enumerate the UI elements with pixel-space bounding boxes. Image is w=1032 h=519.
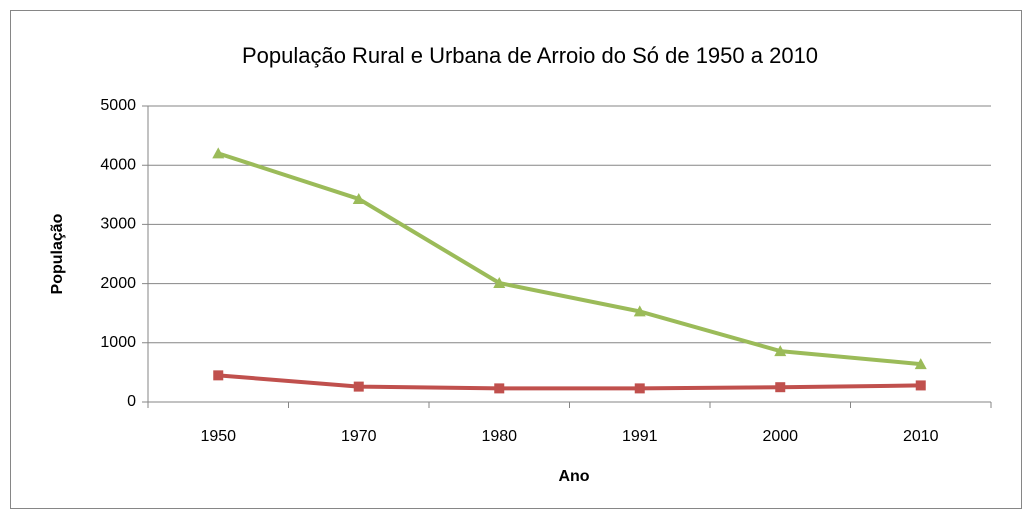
y-tick-label: 1000: [100, 334, 136, 351]
marker: [494, 383, 505, 394]
marker: [634, 383, 645, 394]
x-tick-label: 1970: [341, 428, 377, 445]
y-tick-label: 5000: [100, 97, 136, 114]
marker: [633, 305, 646, 317]
x-tick-label: 2000: [762, 428, 798, 445]
series-line: [218, 373, 921, 391]
y-tick-label: 0: [127, 393, 136, 410]
series-line: [217, 151, 921, 367]
marker: [915, 380, 926, 391]
y-axis-label: População: [49, 213, 66, 294]
x-tick-label: 1950: [200, 428, 236, 445]
y-tick-label: 2000: [100, 275, 136, 292]
x-tick-label: 1980: [481, 428, 517, 445]
marker: [352, 192, 365, 204]
marker: [213, 370, 224, 381]
y-tick-label: 4000: [100, 156, 136, 173]
marker: [212, 147, 225, 159]
y-tick-label: 3000: [100, 216, 136, 233]
marker: [493, 277, 506, 289]
chart-title: População Rural e Urbana de Arroio do Só…: [242, 43, 818, 68]
marker: [774, 345, 787, 357]
marker: [775, 382, 786, 393]
x-tick-label: 2010: [903, 428, 939, 445]
marker: [353, 381, 364, 392]
x-tick-label: 1991: [622, 428, 658, 445]
marker: [914, 358, 927, 370]
x-axis-label: Ano: [558, 468, 589, 485]
chart-border: [10, 10, 1022, 509]
